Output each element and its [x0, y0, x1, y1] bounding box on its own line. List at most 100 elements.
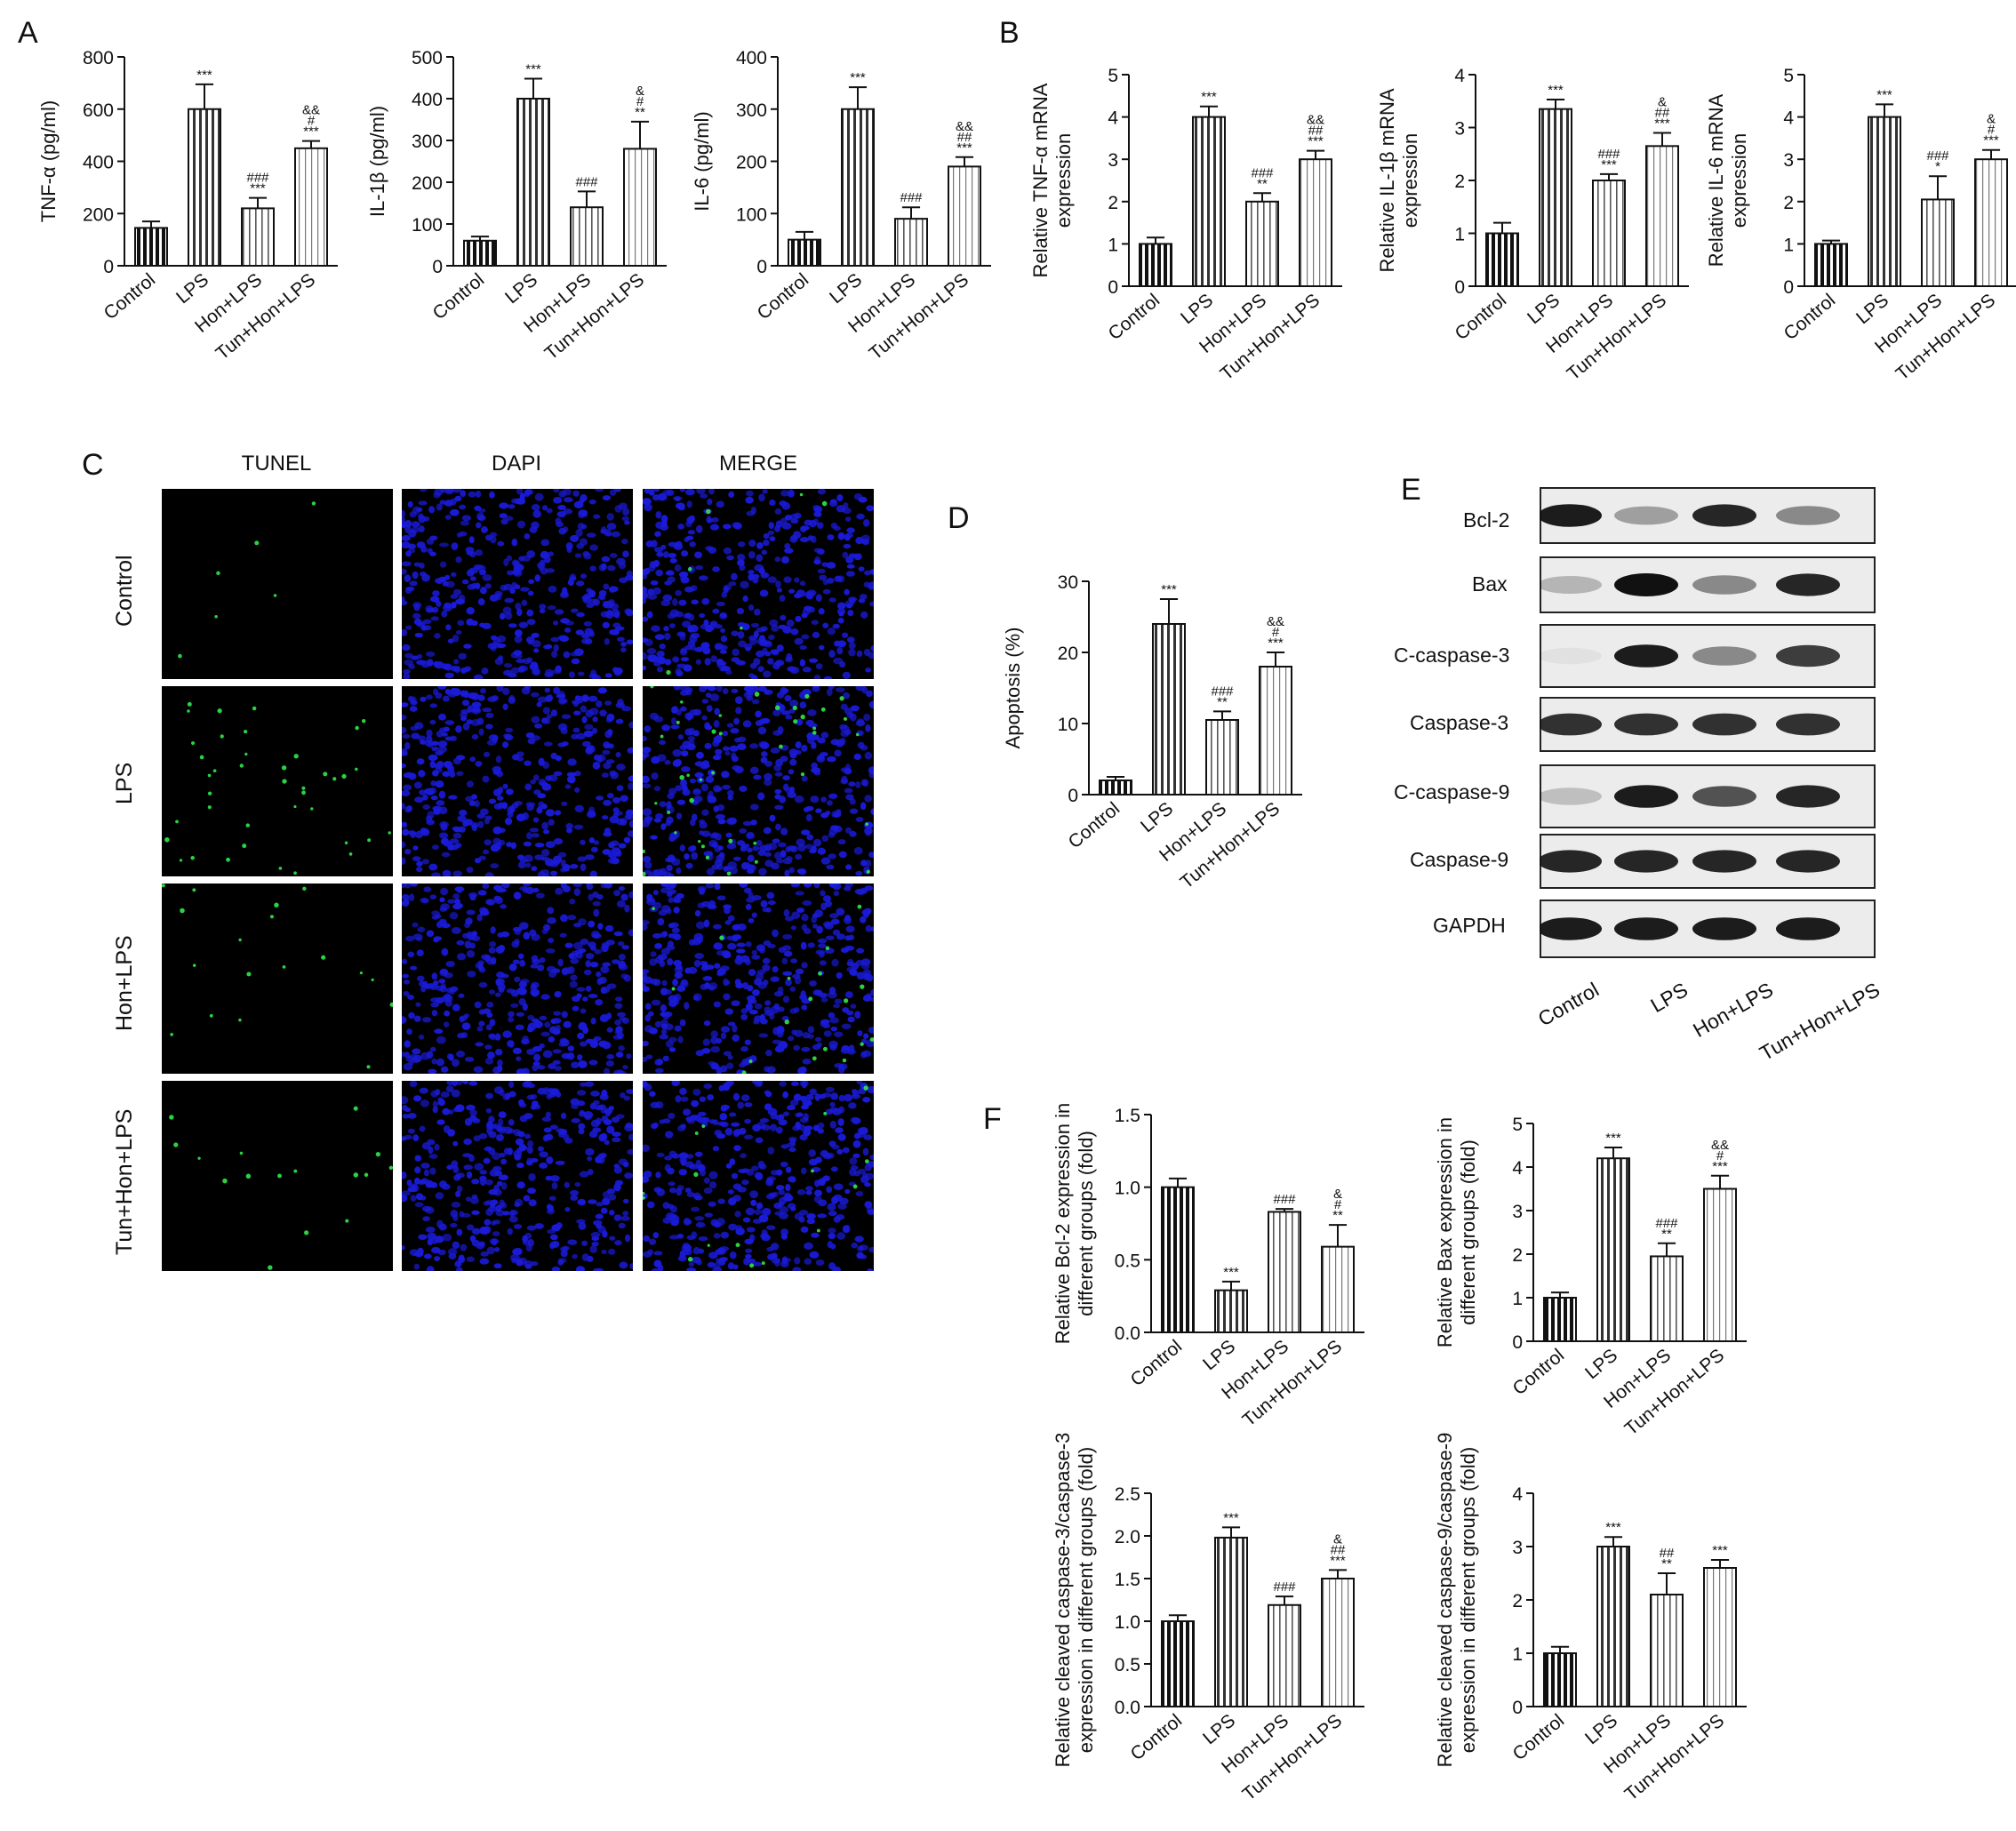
nucleus — [689, 1163, 699, 1170]
nucleus — [654, 634, 665, 641]
nucleus — [694, 952, 705, 959]
significance-mark: & — [1333, 1531, 1342, 1547]
nucleus — [585, 1147, 595, 1156]
nucleus — [813, 548, 822, 553]
nucleus — [496, 635, 507, 643]
nucleus — [548, 585, 557, 593]
nucleus — [436, 1119, 445, 1125]
y-tick-label: 0 — [432, 257, 443, 277]
nucleus — [422, 1216, 430, 1222]
nucleus — [660, 884, 670, 887]
nucleus — [481, 668, 489, 675]
nucleus — [502, 783, 508, 789]
nucleus — [524, 1133, 532, 1139]
nucleus — [722, 953, 732, 959]
nucleus — [661, 979, 668, 987]
nucleus — [842, 1007, 850, 1013]
nucleus — [565, 823, 573, 829]
nucleus — [602, 962, 612, 967]
y-tick-label: 1.5 — [1115, 1106, 1140, 1126]
nucleus — [498, 1111, 507, 1118]
nucleus — [778, 1006, 785, 1012]
nucleus — [706, 868, 716, 876]
tunel-positive-cell — [706, 508, 711, 515]
y-tick-label: 2 — [1512, 1591, 1523, 1611]
nucleus — [664, 760, 671, 765]
nucleus — [652, 1232, 660, 1239]
nucleus — [801, 923, 808, 931]
nucleus — [820, 732, 829, 739]
nucleus — [805, 1190, 812, 1195]
nucleus — [588, 993, 598, 999]
nucleus — [582, 996, 588, 1002]
nucleus — [484, 1200, 495, 1205]
nucleus — [557, 504, 566, 511]
nucleus — [622, 1211, 629, 1217]
nucleus — [733, 923, 741, 931]
nucleus — [780, 556, 790, 564]
tunel-positive-cell — [175, 820, 179, 824]
nucleus — [600, 1132, 608, 1141]
nucleus — [471, 1239, 480, 1247]
nucleus — [863, 570, 871, 576]
nucleus — [866, 505, 874, 512]
nucleus — [709, 1119, 716, 1124]
blot-strip-caspase-9 — [1540, 834, 1876, 889]
nucleus — [473, 1135, 481, 1142]
nucleus — [471, 582, 478, 589]
nucleus — [549, 1124, 558, 1130]
nucleus — [830, 1092, 839, 1100]
nucleus — [404, 1107, 412, 1113]
nucleus — [643, 637, 649, 643]
nucleus — [819, 644, 825, 651]
nucleus — [426, 930, 435, 938]
nucleus — [795, 891, 804, 896]
nucleus — [466, 618, 475, 626]
nucleus — [402, 600, 408, 606]
nucleus — [407, 500, 413, 508]
micrograph-control-tunel — [162, 489, 393, 679]
nucleus — [785, 715, 793, 720]
nucleus — [654, 531, 661, 537]
nucleus — [619, 1261, 628, 1269]
nucleus — [716, 601, 725, 607]
nucleus — [545, 568, 556, 573]
nucleus — [555, 665, 562, 673]
nucleus — [534, 723, 543, 729]
nucleus — [469, 756, 476, 763]
nucleus — [489, 532, 498, 537]
nucleus — [774, 794, 781, 799]
nucleus — [500, 904, 508, 909]
nucleus — [726, 723, 734, 728]
nucleus — [708, 518, 714, 524]
nucleus — [782, 858, 793, 865]
nucleus — [764, 1103, 772, 1111]
nucleus — [479, 1170, 487, 1175]
tunel-positive-cell — [301, 790, 306, 796]
nucleus — [569, 898, 576, 905]
nucleus — [669, 922, 679, 928]
nucleus — [782, 1091, 788, 1098]
nucleus — [742, 1217, 751, 1223]
significance-mark: # — [636, 94, 644, 109]
nucleus — [679, 573, 688, 582]
nucleus — [643, 568, 650, 576]
nucleus — [499, 1152, 506, 1158]
nucleus — [572, 727, 580, 733]
nucleus — [467, 971, 476, 978]
nucleus — [411, 521, 420, 528]
nucleus — [517, 861, 526, 869]
significance-mark: ### — [900, 190, 923, 205]
nucleus — [653, 943, 663, 950]
nucleus — [436, 800, 445, 806]
nucleus — [658, 740, 667, 745]
nucleus — [604, 637, 610, 645]
nucleus — [842, 671, 851, 679]
nucleus — [833, 525, 841, 532]
nucleus — [833, 1183, 844, 1191]
nucleus — [624, 608, 632, 614]
nucleus — [856, 1251, 864, 1259]
nucleus — [440, 1091, 450, 1098]
nucleus — [748, 570, 755, 575]
